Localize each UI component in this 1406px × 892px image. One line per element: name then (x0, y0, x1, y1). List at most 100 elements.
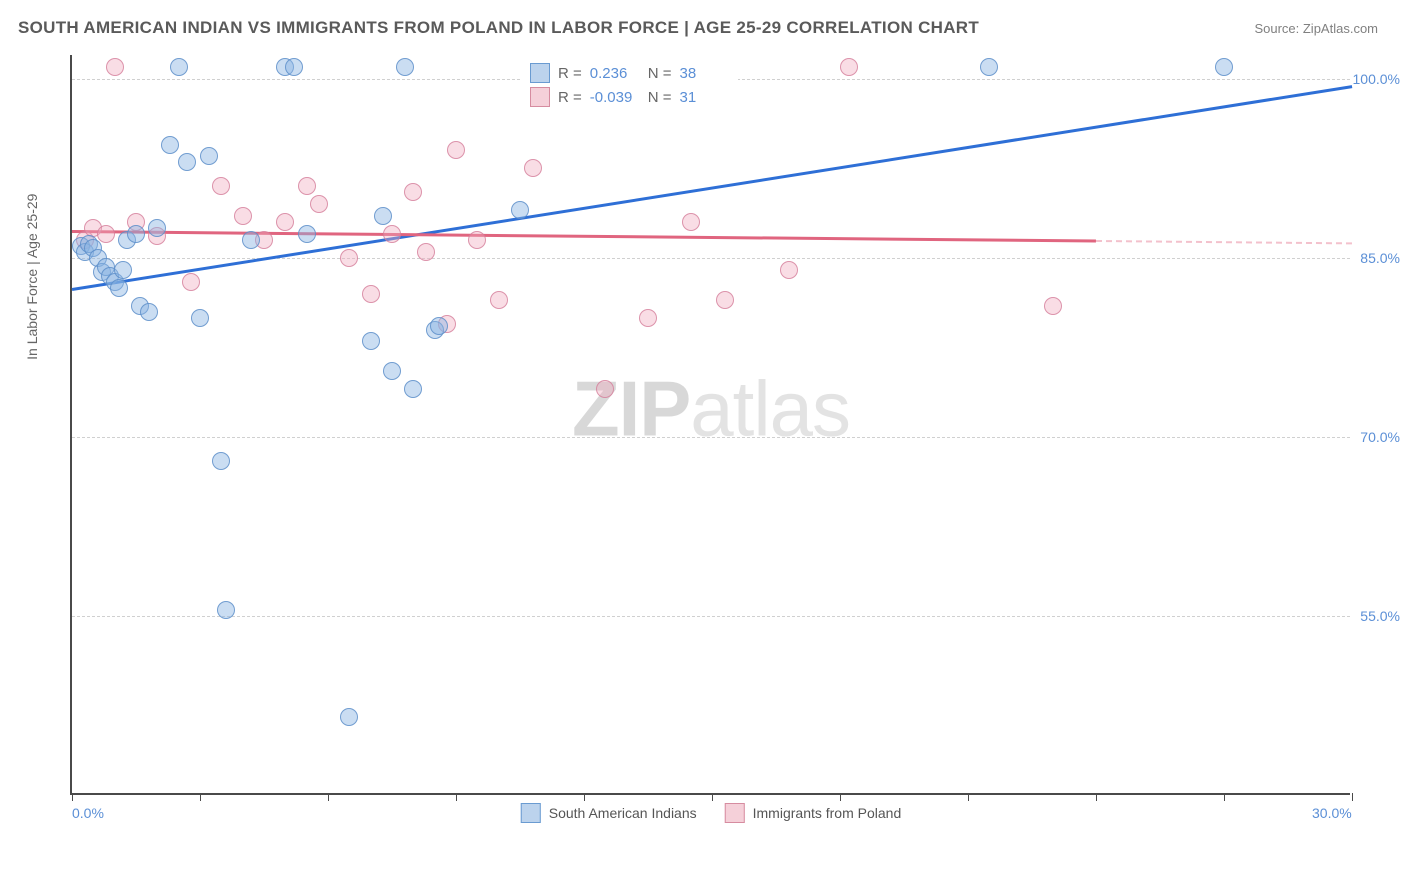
y-tick-label: 100.0% (1353, 71, 1400, 87)
data-point (170, 58, 188, 76)
data-point (242, 231, 260, 249)
data-point (596, 380, 614, 398)
x-tick (72, 793, 73, 801)
x-tick (328, 793, 329, 801)
trend-line (72, 230, 1096, 242)
data-point (234, 207, 252, 225)
legend-swatch (521, 803, 541, 823)
data-point (106, 58, 124, 76)
chart-container: In Labor Force | Age 25-29 ZIPatlas R =0… (50, 55, 1390, 815)
data-point (178, 153, 196, 171)
y-tick-label: 70.0% (1360, 429, 1400, 445)
legend-row: R = 0.236 N = 38 (530, 61, 730, 85)
x-tick (200, 793, 201, 801)
data-point (374, 207, 392, 225)
correlation-legend: R = 0.236 N = 38 R = -0.039 N = 31 (522, 57, 738, 113)
gridline (72, 437, 1350, 438)
data-point (404, 183, 422, 201)
trend-line (1096, 240, 1352, 244)
n-label: N = (648, 65, 672, 82)
data-point (404, 380, 422, 398)
data-point (490, 291, 508, 309)
legend-item: South American Indians (521, 803, 697, 823)
data-point (140, 303, 158, 321)
y-tick-label: 85.0% (1360, 250, 1400, 266)
data-point (511, 201, 529, 219)
data-point (417, 243, 435, 261)
header: SOUTH AMERICAN INDIAN VS IMMIGRANTS FROM… (0, 0, 1406, 48)
legend-swatch (530, 87, 550, 107)
data-point (524, 159, 542, 177)
data-point (1215, 58, 1233, 76)
x-tick (1352, 793, 1353, 801)
x-tick (1096, 793, 1097, 801)
data-point (383, 225, 401, 243)
legend-item: Immigrants from Poland (725, 803, 902, 823)
x-tick (584, 793, 585, 801)
data-point (340, 249, 358, 267)
data-point (212, 452, 230, 470)
data-point (396, 58, 414, 76)
chart-title: SOUTH AMERICAN INDIAN VS IMMIGRANTS FROM… (18, 18, 979, 38)
data-point (383, 362, 401, 380)
legend-label: Immigrants from Poland (753, 805, 902, 821)
data-point (182, 273, 200, 291)
n-value: 31 (680, 89, 730, 106)
gridline (72, 616, 1350, 617)
data-point (114, 261, 132, 279)
data-point (127, 225, 145, 243)
legend-swatch (725, 803, 745, 823)
x-tick (968, 793, 969, 801)
n-value: 38 (680, 65, 730, 82)
x-tick-label: 0.0% (72, 805, 104, 821)
source-label: Source: ZipAtlas.com (1254, 21, 1378, 36)
data-point (161, 136, 179, 154)
data-point (217, 601, 235, 619)
data-point (340, 708, 358, 726)
data-point (148, 219, 166, 237)
x-tick (840, 793, 841, 801)
watermark: ZIPatlas (572, 364, 850, 455)
data-point (1044, 297, 1062, 315)
data-point (639, 309, 657, 327)
data-point (212, 177, 230, 195)
legend-swatch (530, 63, 550, 83)
data-point (97, 225, 115, 243)
trend-line (72, 85, 1352, 290)
watermark-atlas: atlas (690, 365, 850, 453)
data-point (840, 58, 858, 76)
x-tick (712, 793, 713, 801)
data-point (430, 317, 448, 335)
data-point (200, 147, 218, 165)
n-label: N = (648, 89, 672, 106)
data-point (285, 58, 303, 76)
data-point (468, 231, 486, 249)
data-point (362, 285, 380, 303)
data-point (780, 261, 798, 279)
x-tick (1224, 793, 1225, 801)
x-tick-label: 30.0% (1312, 805, 1352, 821)
x-tick (456, 793, 457, 801)
r-value: 0.236 (590, 65, 640, 82)
data-point (298, 177, 316, 195)
data-point (110, 279, 128, 297)
data-point (447, 141, 465, 159)
data-point (191, 309, 209, 327)
series-legend: South American Indians Immigrants from Po… (521, 803, 901, 823)
data-point (298, 225, 316, 243)
legend-label: South American Indians (549, 805, 697, 821)
data-point (276, 213, 294, 231)
r-label: R = (558, 89, 582, 106)
legend-row: R = -0.039 N = 31 (530, 85, 730, 109)
data-point (682, 213, 700, 231)
r-label: R = (558, 65, 582, 82)
y-axis-title: In Labor Force | Age 25-29 (24, 194, 40, 360)
r-value: -0.039 (590, 89, 640, 106)
data-point (310, 195, 328, 213)
data-point (980, 58, 998, 76)
data-point (362, 332, 380, 350)
data-point (716, 291, 734, 309)
watermark-zip: ZIP (572, 365, 690, 453)
plot-area: ZIPatlas R =0.236N =38R =-0.039N =31 Sou… (70, 55, 1350, 795)
y-tick-label: 55.0% (1360, 608, 1400, 624)
